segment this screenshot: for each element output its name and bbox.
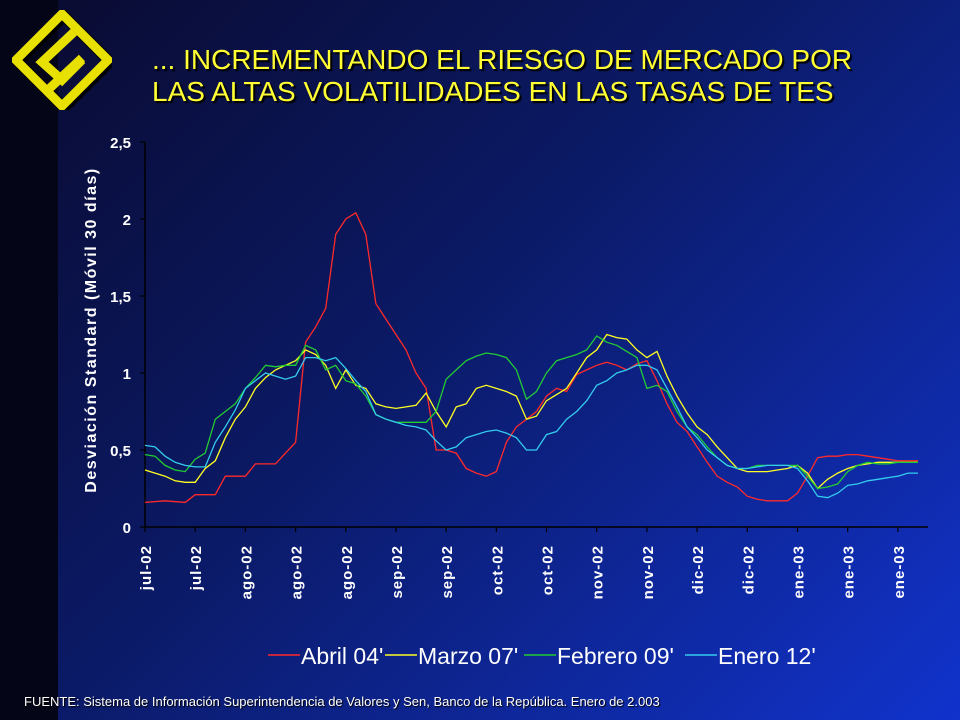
source-footer: FUENTE: Sistema de Información Superinte… [24, 694, 660, 709]
y-tick-label: 2,5 [110, 135, 131, 152]
x-tick-label: ago-02 [339, 545, 356, 599]
slide-title: ... INCREMENTANDO EL RIESGO DE MERCADO P… [152, 44, 952, 108]
y-tick-label: 1 [123, 366, 131, 383]
chart-axes: 0 0,5 1 1,5 2 2,5 jul-02 jul-02 ago-02 ago-02 ago-… [110, 135, 928, 599]
x-tick-label: nov-02 [640, 545, 657, 599]
series-line-abril-04 [144, 211, 918, 504]
x-tick-label: dic-02 [690, 545, 707, 594]
title-line-1: ... INCREMENTANDO EL RIESGO DE MERCADO P… [152, 44, 853, 75]
series-line-febrero-09 [144, 335, 918, 490]
chart-series [144, 211, 918, 504]
chart-legend: Abril 04' Marzo 07' Febrero 09' Enero 12' [268, 643, 816, 669]
x-tick-label: ene-03 [791, 545, 808, 599]
x-tick-label: ene-03 [841, 545, 858, 599]
title-line-2: LAS ALTAS VOLATILIDADES EN LAS TASAS DE … [152, 76, 834, 107]
y-tick-label: 1,5 [110, 289, 131, 306]
x-tick-label: ago-02 [289, 545, 306, 599]
legend-label: Marzo 07' [418, 643, 518, 669]
y-tick-label: 2 [123, 212, 131, 229]
x-tick-label: sep-02 [439, 545, 456, 599]
x-tick-label: oct-02 [489, 545, 506, 595]
y-tick-label: 0,5 [110, 443, 131, 460]
y-tick-label: 0 [123, 520, 131, 537]
series-line-marzo-07 [144, 333, 918, 490]
x-tick-label: sep-02 [389, 545, 406, 599]
x-tick-label: ene-03 [891, 545, 908, 599]
x-tick-label: nov-02 [590, 545, 607, 599]
legend-label: Enero 12' [718, 643, 816, 669]
x-tick-label: oct-02 [540, 545, 557, 595]
x-tick-label: ago-02 [238, 545, 255, 599]
legend-label: Abril 04' [301, 643, 383, 669]
diamond-s-logo-icon [12, 10, 112, 110]
legend-label: Febrero 09' [557, 643, 674, 669]
y-axis-label: Desviación Standard (Móvil 30 días) [83, 167, 100, 492]
x-tick-label: jul-02 [188, 545, 205, 591]
series-line-enero-12 [144, 356, 918, 499]
x-tick-label: dic-02 [740, 545, 757, 594]
x-tick-label: jul-02 [138, 545, 155, 591]
left-dark-strip [0, 0, 58, 720]
